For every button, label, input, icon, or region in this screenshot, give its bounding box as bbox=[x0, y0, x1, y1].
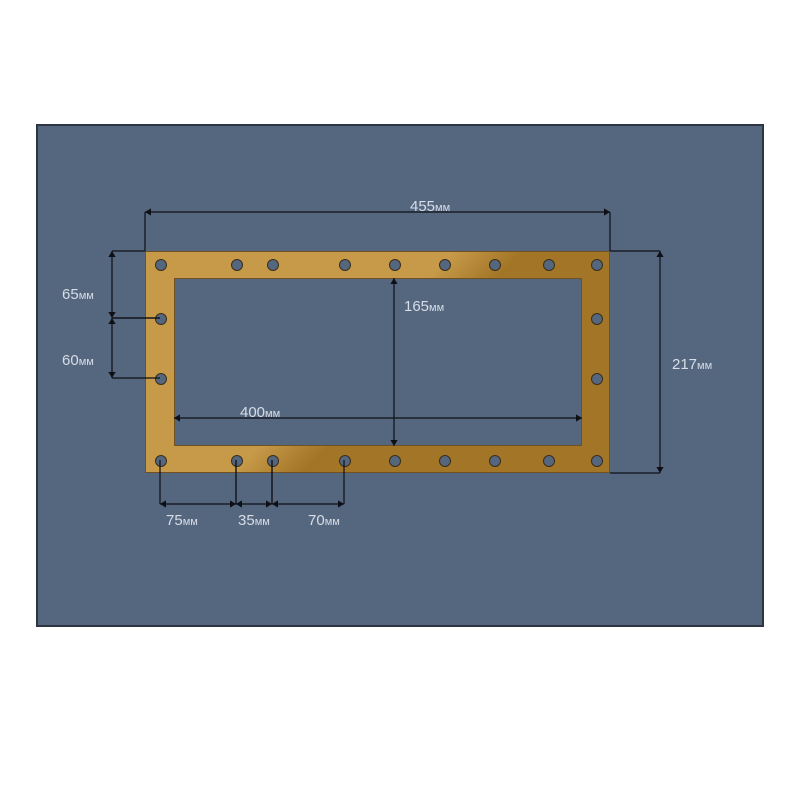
hole bbox=[543, 259, 555, 271]
hole bbox=[267, 259, 279, 271]
hole bbox=[591, 373, 603, 385]
hole bbox=[231, 455, 243, 467]
dim-inner-width: 400мм bbox=[240, 404, 280, 421]
hole bbox=[543, 455, 555, 467]
hole bbox=[155, 259, 167, 271]
dim-total-height: 217мм bbox=[672, 356, 712, 373]
hole bbox=[231, 259, 243, 271]
dim-total-width: 455мм bbox=[410, 198, 450, 215]
hole bbox=[591, 313, 603, 325]
hole bbox=[389, 455, 401, 467]
hole bbox=[439, 455, 451, 467]
hole bbox=[155, 455, 167, 467]
hole bbox=[267, 455, 279, 467]
hole bbox=[489, 259, 501, 271]
dim-bottom-spacing-3: 70мм bbox=[308, 512, 340, 529]
dim-bottom-spacing-1: 75мм bbox=[166, 512, 198, 529]
dim-top-band: 65мм bbox=[62, 286, 94, 303]
hole bbox=[155, 313, 167, 325]
hole bbox=[339, 455, 351, 467]
dim-inner-height: 165мм bbox=[404, 298, 444, 315]
dim-bottom-spacing-2: 35мм bbox=[238, 512, 270, 529]
hole bbox=[591, 259, 603, 271]
stage: 455мм 217мм 400мм 165мм 65мм 60мм 75мм 3… bbox=[0, 0, 800, 800]
hole bbox=[339, 259, 351, 271]
hole bbox=[591, 455, 603, 467]
hole bbox=[439, 259, 451, 271]
hole bbox=[155, 373, 167, 385]
dim-left-mid: 60мм bbox=[62, 352, 94, 369]
gasket-cutout bbox=[174, 278, 582, 446]
hole bbox=[389, 259, 401, 271]
hole bbox=[489, 455, 501, 467]
